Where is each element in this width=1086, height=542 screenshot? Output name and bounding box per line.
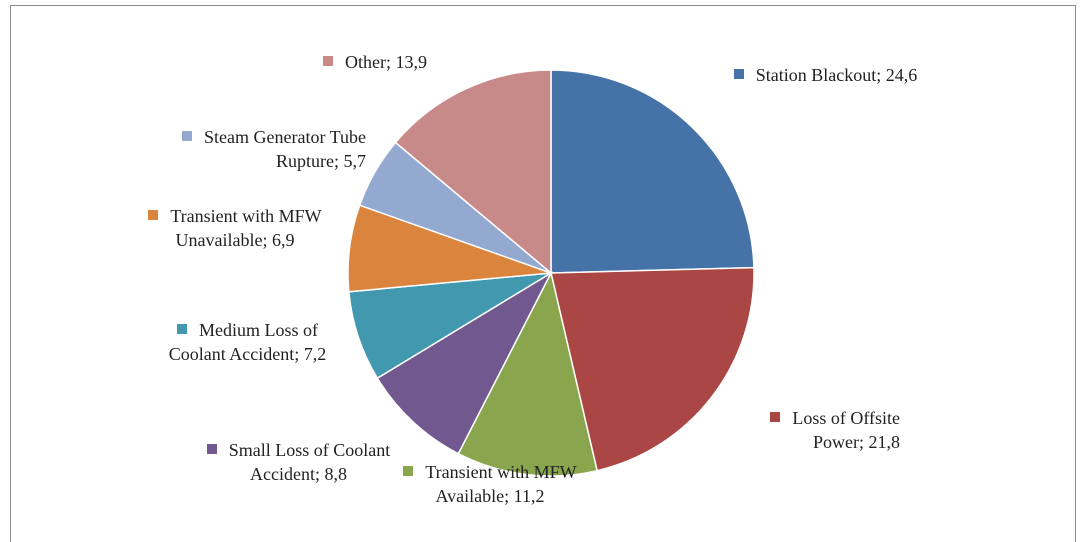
label-separator: ;	[294, 344, 300, 364]
pie-slice	[550, 69, 755, 274]
value-label: 7,2	[303, 344, 327, 364]
category-label: Loss of Offsite Power	[792, 408, 900, 452]
label-separator: ;	[314, 464, 320, 484]
value-label: 21,8	[868, 432, 901, 452]
label-separator: ;	[876, 65, 882, 85]
data-label: Steam Generator Tube Rupture; 5,7	[178, 125, 366, 173]
category-label: Station Blackout	[755, 65, 877, 85]
value-label: 13,9	[395, 52, 428, 72]
value-label: 11,2	[513, 486, 545, 506]
legend-key	[182, 131, 193, 141]
category-label: Transient with MFW Available	[425, 462, 577, 506]
pie-slice	[550, 266, 755, 472]
data-label: Medium Loss of Coolant Accident; 7,2	[150, 318, 345, 366]
pie-slice	[457, 270, 599, 477]
category-label: Other	[345, 52, 386, 72]
category-label: Small Loss of Coolant Accident	[228, 440, 391, 484]
data-label: Station Blackout; 24,6	[718, 63, 933, 87]
label-separator: ;	[385, 52, 391, 72]
legend-key	[733, 69, 744, 79]
data-label: Small Loss of Coolant Accident; 8,8	[206, 438, 391, 486]
value-label: 24,6	[885, 65, 918, 85]
data-label: Transient with MFW Unavailable; 6,9	[145, 204, 325, 252]
category-label: Medium Loss of Coolant Accident	[168, 320, 318, 364]
value-label: 6,9	[271, 230, 295, 250]
value-label: 8,8	[324, 464, 347, 484]
label-separator: ;	[504, 486, 510, 506]
data-label: Other; 13,9	[290, 50, 460, 74]
label-separator: ;	[262, 230, 268, 250]
category-label: Steam Generator Tube Rupture	[204, 127, 366, 171]
legend-key	[148, 210, 159, 220]
legend-key	[403, 466, 414, 476]
legend-key	[177, 324, 187, 334]
value-label: 5,7	[343, 151, 367, 171]
legend-key	[206, 444, 217, 454]
legend-key	[323, 56, 333, 66]
data-label: Transient with MFW Available; 11,2	[395, 460, 585, 508]
label-separator: ;	[858, 432, 864, 452]
pie-slice	[376, 270, 553, 455]
chart-frame	[10, 5, 1076, 542]
data-label: Loss of Offsite Power; 21,8	[730, 406, 900, 454]
legend-key	[770, 412, 781, 422]
label-separator: ;	[333, 151, 339, 171]
category-label: Transient with MFW Unavailable	[170, 206, 322, 250]
pie-slice	[394, 69, 552, 275]
